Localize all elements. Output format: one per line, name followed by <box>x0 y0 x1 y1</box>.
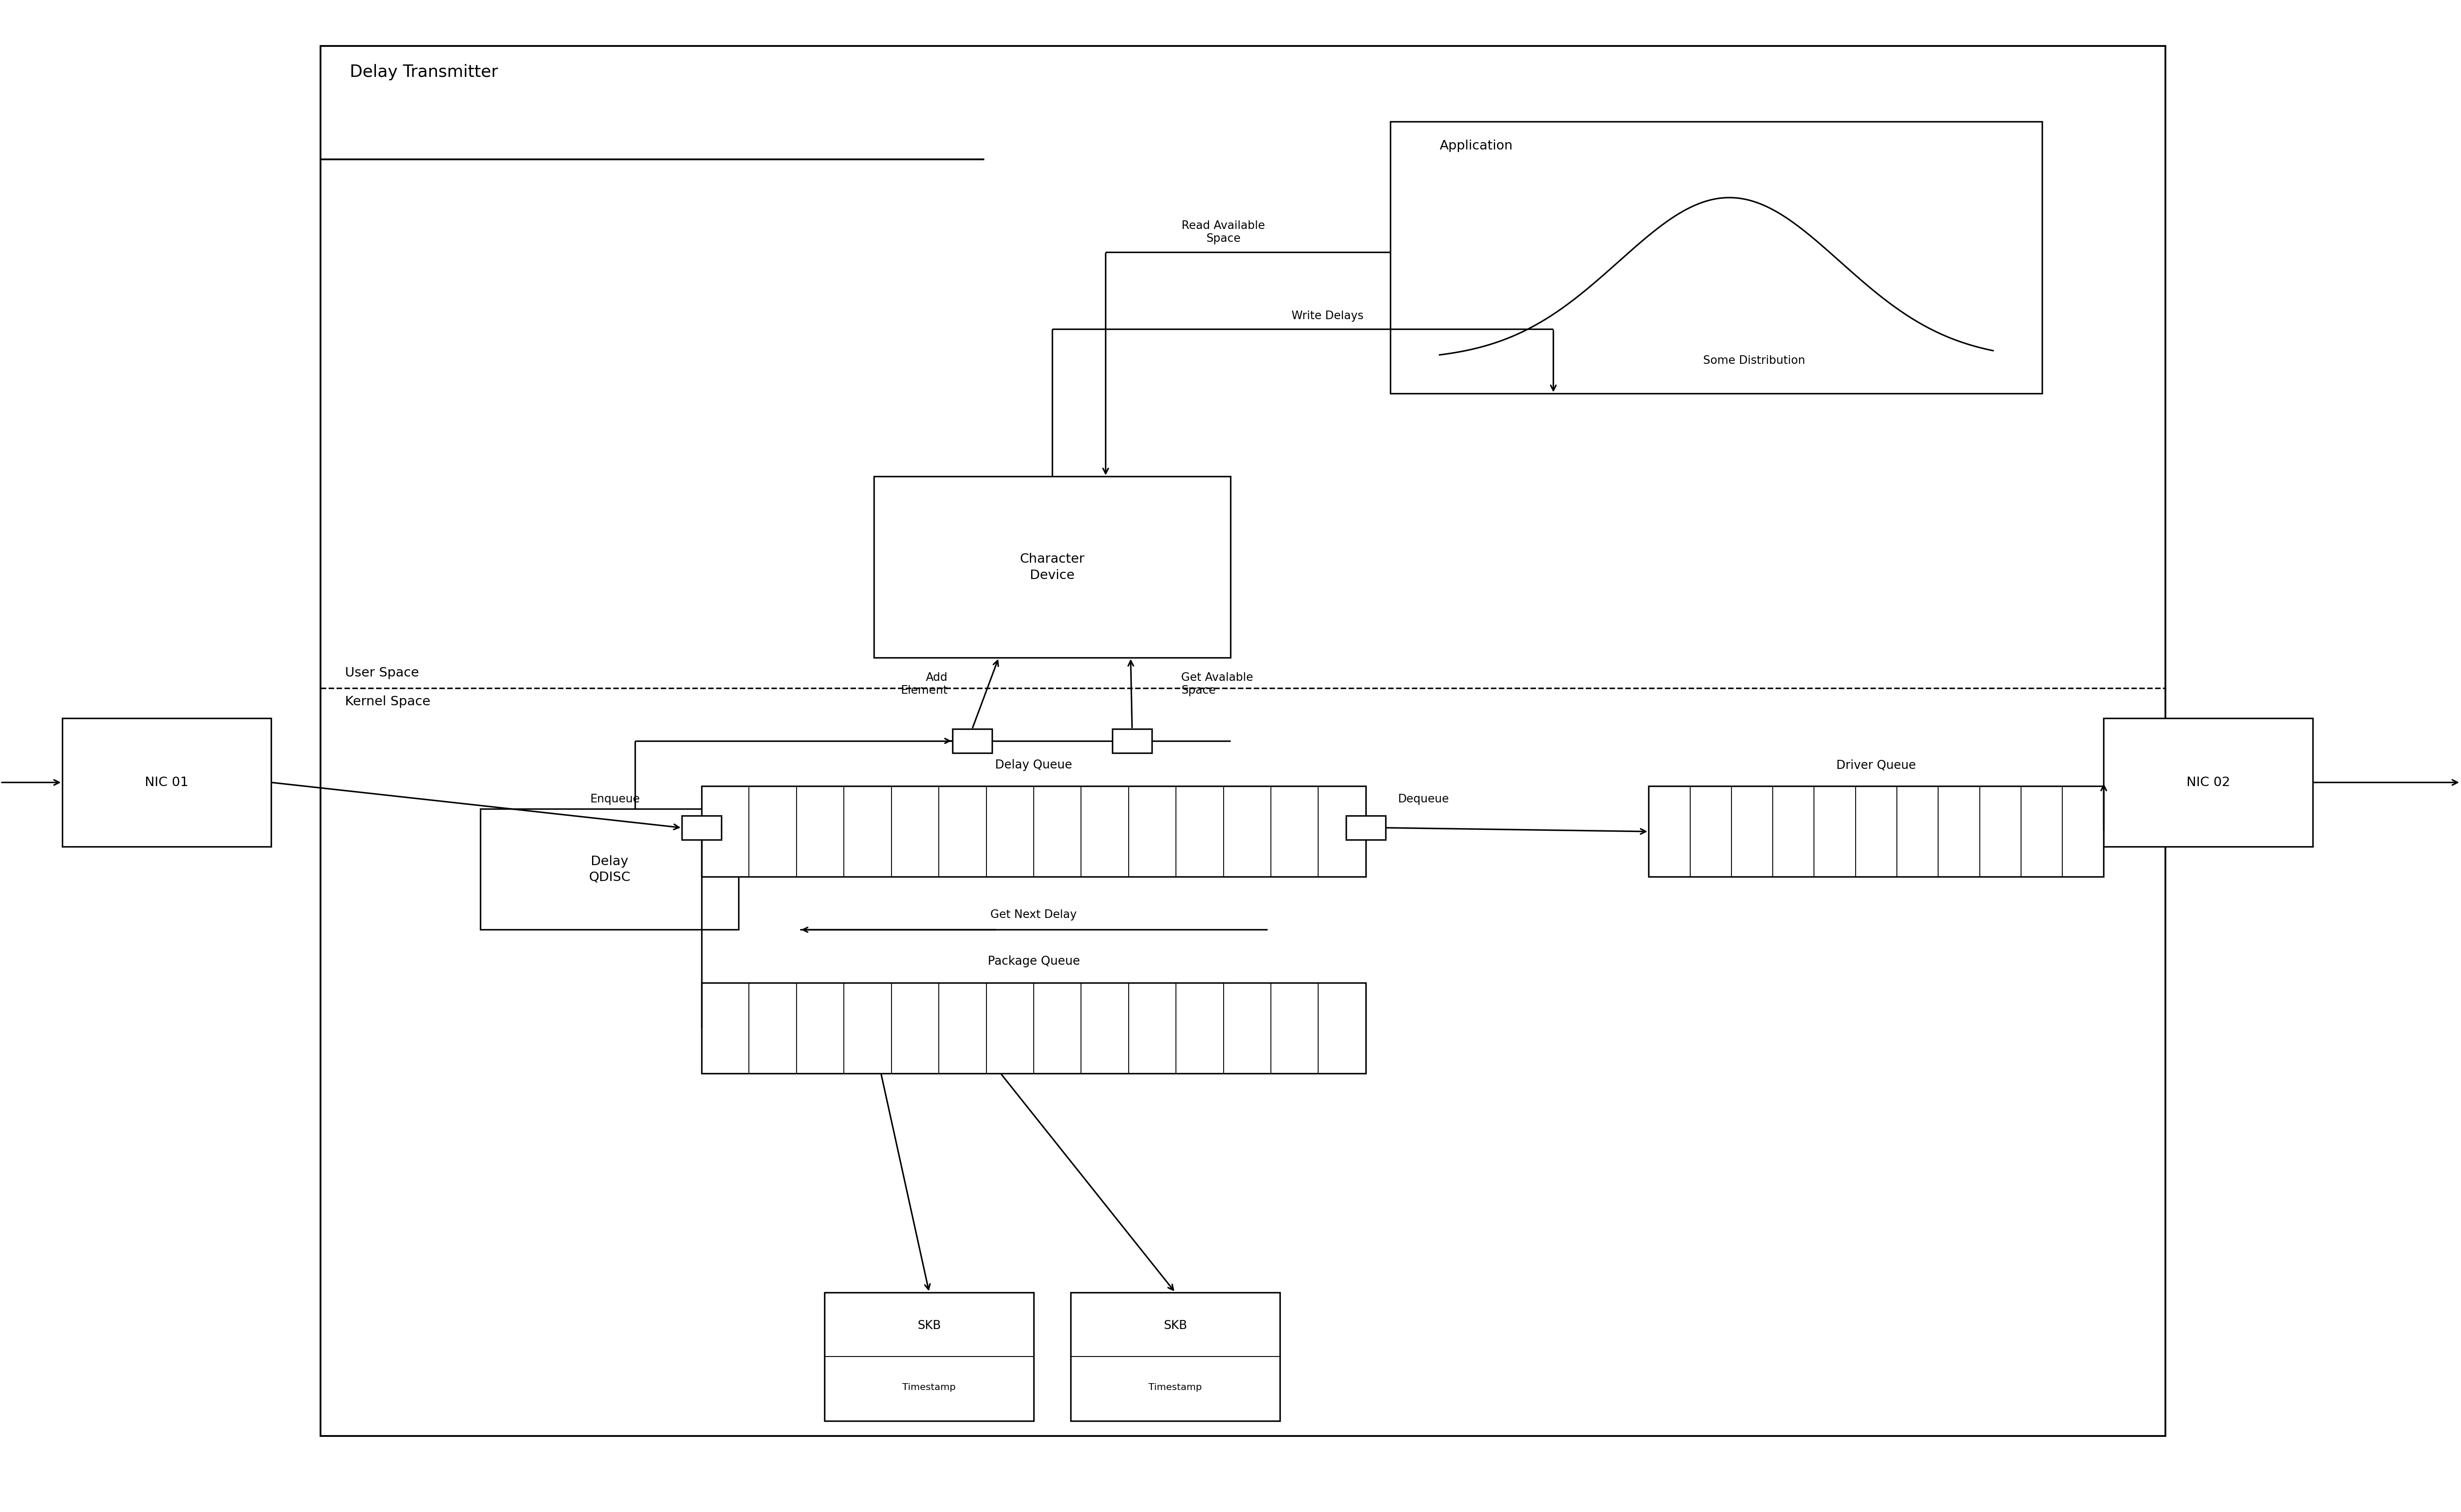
Bar <box>320 45 2166 1436</box>
Bar <box>480 809 738 930</box>
Text: Read Available
Space: Read Available Space <box>1181 221 1265 245</box>
Text: Driver Queue: Driver Queue <box>1836 759 1917 771</box>
Bar <box>824 1293 1034 1421</box>
Text: Application: Application <box>1440 139 1514 153</box>
Text: Kernel Space: Kernel Space <box>345 696 431 708</box>
Text: Get Avalable
Space: Get Avalable Space <box>1181 673 1253 696</box>
Bar <box>2104 718 2313 847</box>
Text: Timestamp: Timestamp <box>903 1383 955 1391</box>
Text: SKB: SKB <box>1164 1320 1186 1332</box>
Text: NIC 01: NIC 01 <box>145 776 189 789</box>
Text: SKB: SKB <box>918 1320 940 1332</box>
Bar <box>1071 1293 1280 1421</box>
Text: Dequeue: Dequeue <box>1398 794 1450 804</box>
Bar <box>62 718 271 847</box>
Bar <box>874 476 1230 658</box>
Text: Some Distribution: Some Distribution <box>1703 355 1804 366</box>
Text: NIC 02: NIC 02 <box>2185 776 2230 789</box>
Bar <box>701 983 1366 1074</box>
Bar <box>701 786 1366 877</box>
Bar <box>1112 729 1152 753</box>
Text: Delay Queue: Delay Queue <box>994 759 1073 771</box>
Text: Get Next Delay: Get Next Delay <box>989 910 1078 921</box>
Text: Write Delays: Write Delays <box>1292 310 1363 322</box>
Text: Enqueue: Enqueue <box>591 794 640 804</box>
Text: Package Queue: Package Queue <box>987 956 1080 968</box>
Text: Timestamp: Timestamp <box>1149 1383 1201 1391</box>
Bar <box>1649 786 2104 877</box>
Text: User Space: User Space <box>345 667 418 679</box>
Bar <box>1346 815 1386 839</box>
Text: Character
Device: Character Device <box>1019 553 1085 582</box>
Bar <box>952 729 992 753</box>
Bar <box>682 815 721 839</box>
Bar <box>1390 121 2043 393</box>
Text: Delay Transmitter: Delay Transmitter <box>349 64 497 80</box>
Text: Add
Element: Add Element <box>901 673 947 696</box>
Text: Delay
QDISC: Delay QDISC <box>588 856 630 883</box>
